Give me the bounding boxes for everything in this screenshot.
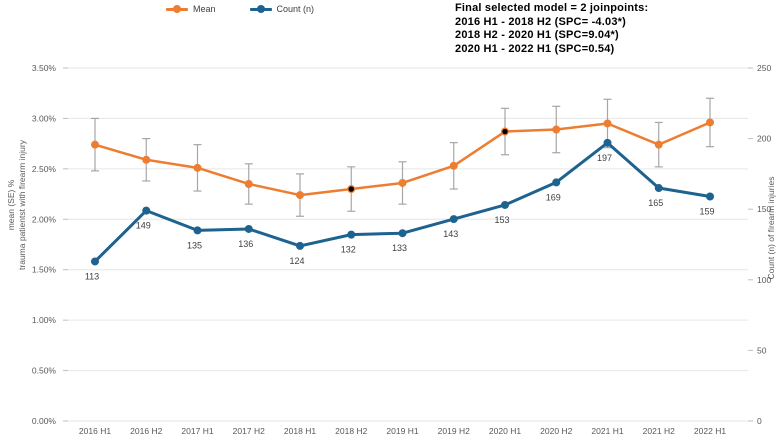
count-point <box>347 230 356 239</box>
mean-point <box>398 178 407 187</box>
left-tick-label: 0.50% <box>32 366 57 376</box>
x-tick-label: 2021 H2 <box>643 426 675 436</box>
legend-item-count: Count (n) <box>249 4 315 14</box>
count-data-label: 143 <box>443 229 458 239</box>
x-tick-label: 2017 H2 <box>233 426 265 436</box>
count-data-label: 165 <box>648 198 663 208</box>
count-point <box>501 200 509 209</box>
mean-point <box>193 163 202 172</box>
count-point <box>603 138 612 147</box>
x-tick-label: 2018 H1 <box>284 426 316 436</box>
right-tick-label: 50 <box>757 345 767 355</box>
left-tick-label: 0.00% <box>32 416 57 426</box>
annotation-line-2: 2016 H1 - 2018 H2 (SPC= -4.03*) <box>455 15 626 28</box>
right-tick-label: 200 <box>757 134 771 144</box>
count-point <box>193 226 202 235</box>
left-axis-title-line1: mean (SE) % <box>6 179 16 231</box>
right-tick-label: 100 <box>757 275 771 285</box>
x-tick-label: 2017 H1 <box>181 426 213 436</box>
x-tick-label: 2020 H1 <box>489 426 521 436</box>
count-point <box>654 184 663 193</box>
joinpoint-marker <box>502 128 508 135</box>
count-data-label: 133 <box>392 243 407 253</box>
right-tick-label: 150 <box>757 204 771 214</box>
count-data-label: 124 <box>289 256 304 266</box>
annotation-line-1: Final selected model = 2 joinpoints: <box>455 2 649 14</box>
left-tick-label: 3.50% <box>32 63 57 73</box>
x-tick-label: 2019 H1 <box>386 426 418 436</box>
count-point <box>296 241 304 250</box>
count-data-label: 132 <box>341 245 356 255</box>
joinpoint-annotation: Final selected model = 2 joinpoints: 201… <box>455 2 648 56</box>
count-point <box>449 215 458 224</box>
mean-point <box>449 161 458 170</box>
left-tick-label: 1.50% <box>32 265 57 275</box>
right-tick-label: 250 <box>757 63 771 73</box>
count-marker-icon <box>256 5 265 13</box>
mean-point <box>296 191 304 200</box>
left-axis-title-line2: trauma patientst with firearm injury <box>17 140 27 270</box>
count-data-label: 135 <box>187 240 202 250</box>
x-tick-label: 2016 H2 <box>130 426 162 436</box>
count-point <box>91 257 99 266</box>
count-data-label: 136 <box>238 239 253 249</box>
x-tick-label: 2022 H1 <box>694 426 726 436</box>
count-point <box>142 206 151 215</box>
x-tick-label: 2018 H2 <box>335 426 367 436</box>
count-data-label: 153 <box>494 215 509 225</box>
count-data-label: 113 <box>85 271 99 281</box>
right-tick-label: 0 <box>757 416 762 426</box>
count-point <box>244 224 253 233</box>
count-data-label: 159 <box>699 206 714 216</box>
x-tick-label: 2020 H2 <box>540 426 572 436</box>
left-tick-label: 3.00% <box>32 113 57 123</box>
count-data-label: 197 <box>597 153 612 163</box>
count-point <box>552 178 561 187</box>
x-tick-label: 2016 H1 <box>79 426 111 436</box>
mean-point <box>552 125 561 134</box>
count-point <box>398 229 407 238</box>
legend-label-count: Count (n) <box>276 4 315 14</box>
mean-point <box>244 179 253 188</box>
mean-point <box>91 140 99 149</box>
mean-point <box>603 119 612 128</box>
right-axis-title: Count (n) of firearm injuries <box>766 176 776 280</box>
legend-label-mean: Mean <box>193 4 216 14</box>
left-tick-label: 1.00% <box>32 315 57 325</box>
annotation-line-3: 2018 H2 - 2020 H1 (SPC=9.04*) <box>455 29 619 41</box>
joinpoint-marker <box>348 186 354 192</box>
count-series-icon <box>249 5 272 13</box>
x-tick-label: 2021 H1 <box>591 426 623 436</box>
mean-point <box>706 118 714 127</box>
left-axis-title: mean (SE) % trauma patientst with firear… <box>6 35 28 375</box>
mean-series-icon <box>166 5 188 13</box>
left-tick-label: 2.00% <box>32 214 57 224</box>
legend-item-mean: Mean <box>166 4 216 14</box>
mean-point <box>654 140 663 149</box>
mean-marker-icon <box>173 5 181 13</box>
count-data-label: 169 <box>546 192 561 202</box>
count-point <box>706 192 714 201</box>
mean-point <box>142 155 151 164</box>
count-data-label: 149 <box>136 221 151 231</box>
legend: Mean Count (n) <box>166 4 314 14</box>
left-tick-label: 2.50% <box>32 164 57 174</box>
annotation-line-4: 2020 H1 - 2022 H1 (SPC=0.54) <box>455 42 615 55</box>
x-tick-label: 2019 H2 <box>438 426 470 436</box>
